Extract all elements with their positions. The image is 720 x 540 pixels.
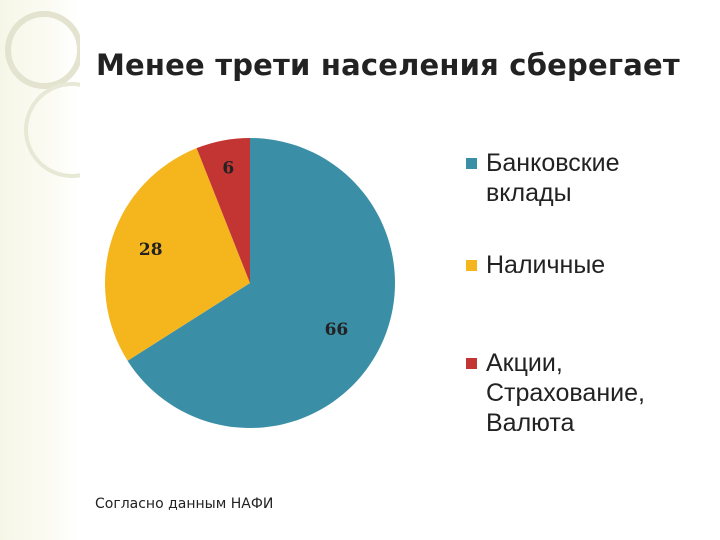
legend-swatch	[466, 158, 477, 169]
pie-data-labels: 66 28 6	[139, 159, 348, 340]
legend-label: Акции, Страхование, Валюта	[486, 349, 645, 437]
data-label-stocks-insurance-currency: 6	[222, 159, 234, 179]
decorative-side-panel	[0, 0, 80, 540]
legend-swatch	[466, 358, 477, 369]
data-label-bank-deposits: 66	[325, 320, 349, 340]
decorative-circles	[5, 11, 80, 178]
pie-slices	[104, 138, 396, 428]
legend-swatch	[466, 260, 477, 271]
data-label-cash: 28	[139, 240, 163, 260]
pie-slice-cash	[104, 148, 250, 361]
legend-label: Банковские вклады	[486, 149, 620, 207]
source-footnote: Согласно данным НАФИ	[95, 496, 274, 512]
legend-label: Наличные	[486, 251, 606, 279]
pie-slice-bank-deposits	[127, 138, 396, 428]
pie-slice-stocks-insurance-currency	[196, 138, 250, 283]
chart-title: Менее трети населения сберегает	[96, 48, 680, 82]
